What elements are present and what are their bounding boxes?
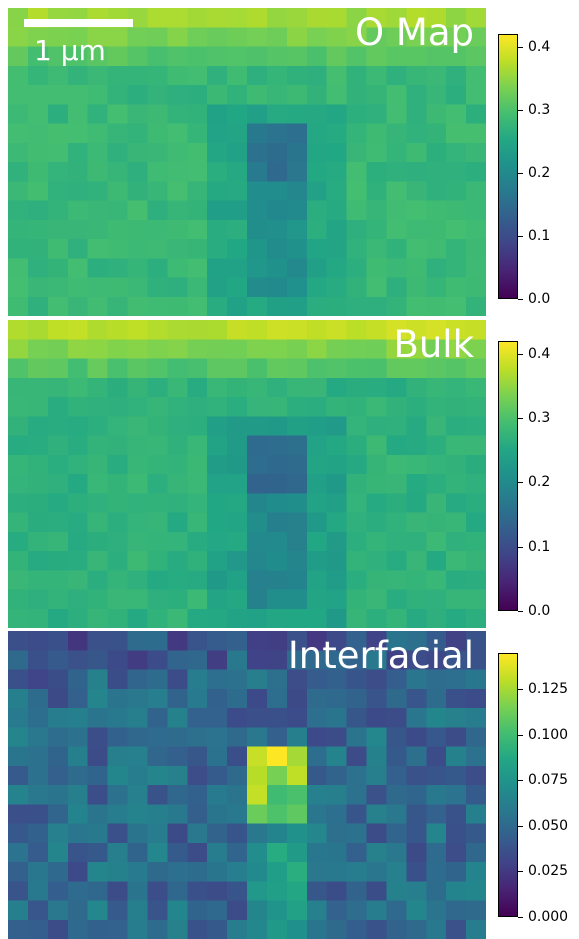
colorbar-tick-label: 0.000	[528, 909, 569, 925]
colorbar-tick	[518, 735, 523, 736]
heatmap-o-map-image	[8, 8, 486, 316]
colorbar-tick-label: 0.2	[528, 165, 551, 181]
colorbar-tick	[518, 917, 523, 918]
colorbar-tick	[518, 173, 523, 174]
colorbar-tick	[518, 482, 523, 483]
colorbar-tick	[518, 418, 523, 419]
colorbar-tick	[518, 780, 523, 781]
panel-title-interfacial: Interfacial	[287, 634, 474, 677]
scale-bar	[24, 19, 133, 27]
colorbar-tick-label: 0.2	[528, 474, 551, 490]
panel-title-o-map: O Map	[355, 11, 474, 54]
scale-bar-label: 1 µm	[34, 34, 106, 67]
colorbar-tick	[518, 689, 523, 690]
colorbar-tick-label: 0.075	[528, 772, 569, 788]
heatmap-o-map: 1 µm O Map	[8, 8, 486, 316]
heatmap-bulk: Bulk	[8, 320, 486, 628]
panel-title-bulk: Bulk	[393, 323, 474, 366]
colorbar-tick-label: 0.3	[528, 410, 551, 426]
colorbar-tick	[518, 354, 523, 355]
colorbar-tick-label: 0.125	[528, 681, 569, 697]
colorbar-o-map	[498, 34, 518, 299]
colorbar-tick	[518, 611, 523, 612]
heatmap-interfacial-image	[8, 631, 486, 939]
colorbar-tick	[518, 547, 523, 548]
heatmap-interfacial: Interfacial	[8, 631, 486, 939]
colorbar-tick-label: 0.1	[528, 228, 551, 244]
colorbar-tick-label: 0.1	[528, 539, 551, 555]
heatmap-bulk-image	[8, 320, 486, 628]
colorbar-tick-label: 0.3	[528, 102, 551, 118]
colorbar-tick	[518, 826, 523, 827]
colorbar-tick	[518, 871, 523, 872]
colorbar-bulk	[498, 341, 518, 611]
colorbar-tick	[518, 47, 523, 48]
colorbar-tick-label: 0.050	[528, 818, 569, 834]
colorbar-tick	[518, 299, 523, 300]
colorbar-tick-label: 0.100	[528, 727, 569, 743]
colorbar-tick-label: 0.025	[528, 863, 569, 879]
colorbar-tick-label: 0.0	[528, 603, 551, 619]
colorbar-tick-label: 0.4	[528, 39, 551, 55]
colorbar-tick-label: 0.0	[528, 291, 551, 307]
colorbar-tick	[518, 110, 523, 111]
colorbar-tick	[518, 236, 523, 237]
colorbar-interfacial	[498, 653, 518, 917]
colorbar-tick-label: 0.4	[528, 346, 551, 362]
